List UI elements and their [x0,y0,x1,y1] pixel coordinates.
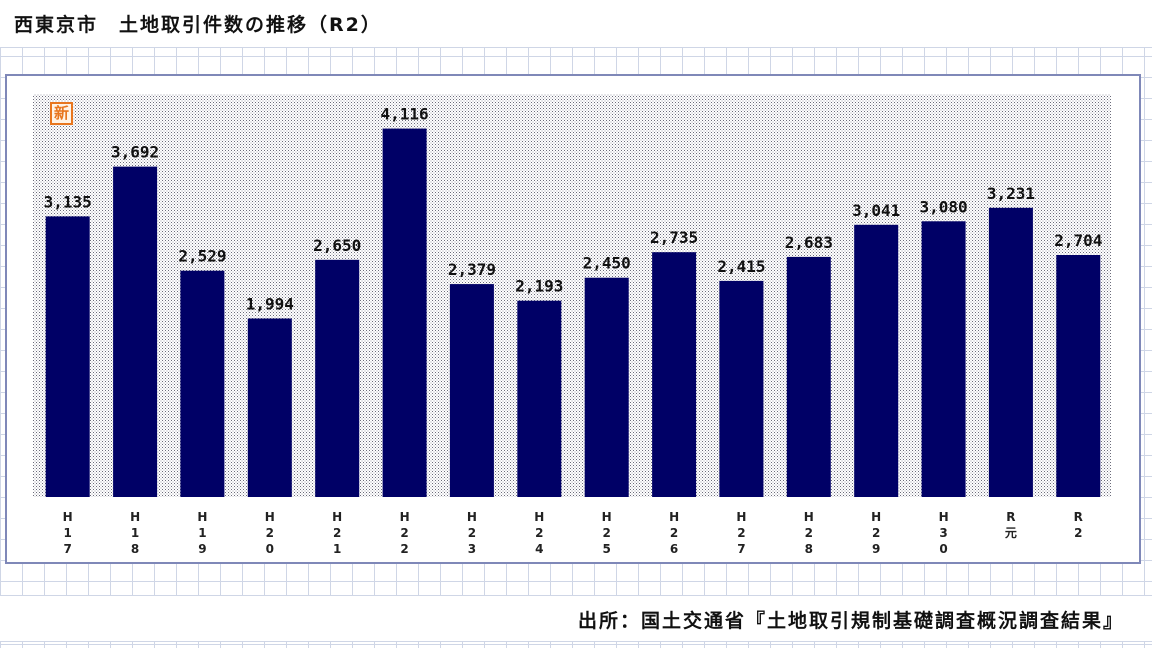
bars-group [45,128,1101,498]
value-labels-group: 3,135 3,692 2,529 1,994 2,650 4,116 2,379 2,193… [44,105,1103,314]
value-label-H20: 1,994 [246,295,294,314]
new-badge: 新 [50,102,73,125]
value-label-H22: 4,116 [381,105,429,124]
bar-H20 [247,318,292,497]
bar-H18 [113,166,158,497]
value-label-H18: 3,692 [111,143,159,162]
value-label-H26: 2,735 [650,228,698,247]
value-label-H24: 2,193 [515,277,563,296]
bar-H24 [517,300,562,497]
bar-H27 [719,280,764,497]
value-label-R元: 3,231 [987,184,1035,203]
value-label-H30: 3,080 [920,197,968,216]
value-label-H23: 2,379 [448,260,496,279]
value-label-H19: 2,529 [178,247,226,266]
value-label-H21: 2,650 [313,236,361,255]
value-label-H25: 2,450 [583,254,631,273]
bar-H19 [180,270,225,497]
x-tick-labels-group: H 1 7 H 1 8 H 1 9 H 2 0 H 2 1 H 2 2 H 2 3 H 2 4 H 2 5 H 2 6 H 2 7 H 2 8 H 2 9 H… [63,510,1083,556]
source-note: 出所：国土交通省『土地取引規制基礎調査概況調査結果』 [577,610,1124,632]
value-label-H28: 2,683 [785,233,833,252]
value-label-H27: 2,415 [717,257,765,276]
value-label-R2: 2,704 [1054,231,1102,250]
bar-H17 [45,216,90,497]
bar-H25 [584,277,629,497]
bar-H30 [921,221,966,498]
bar-H29 [854,224,899,498]
value-label-H29: 3,041 [852,201,900,220]
bar-H28 [786,256,831,497]
value-label-H17: 3,135 [44,192,92,211]
bar-R2 [1056,255,1101,497]
bar-R元 [988,207,1033,498]
bar-H23 [449,284,494,497]
bar-H26 [652,252,697,497]
bar-H21 [315,259,360,497]
bar-H22 [382,128,427,497]
footer-band: 出所：国土交通省『土地取引規制基礎調査概況調査結果』 [0,595,1152,642]
page-title: 西東京市 土地取引件数の推移（R2） [14,14,382,36]
title-band: 西東京市 土地取引件数の推移（R2） [0,0,1152,48]
